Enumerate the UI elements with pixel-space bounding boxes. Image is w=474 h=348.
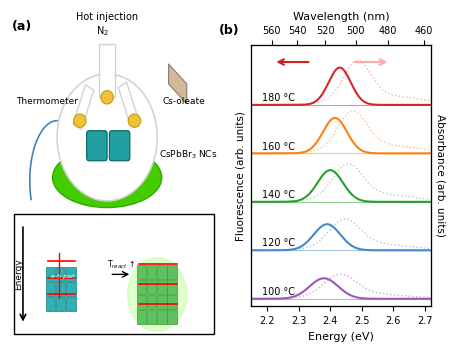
FancyBboxPatch shape [109,131,130,161]
Text: 100 °C: 100 °C [262,287,295,297]
X-axis label: Energy (eV): Energy (eV) [309,332,374,341]
Bar [46,267,55,281]
Bar [99,44,115,97]
Text: Energy: Energy [14,259,23,290]
X-axis label: Wavelength (nm): Wavelength (nm) [293,12,390,22]
Text: N$_2$: N$_2$ [96,24,109,38]
Bar [73,85,94,130]
Ellipse shape [128,258,187,331]
Ellipse shape [73,114,86,127]
Bar [157,310,167,324]
Bar [147,310,156,324]
Bar [167,295,177,309]
Bar [157,280,167,294]
Bar [167,310,177,324]
Text: Thermometer: Thermometer [16,97,78,106]
Bar [56,282,65,296]
Polygon shape [169,64,187,104]
Ellipse shape [53,148,162,207]
Bar [46,282,55,296]
Text: e-h pair: e-h pair [51,274,76,279]
Y-axis label: Absorbance (arb. units): Absorbance (arb. units) [435,114,445,237]
Text: Hot injection: Hot injection [76,13,138,23]
Text: (b): (b) [219,24,239,37]
Bar [137,295,146,309]
Bar [137,280,146,294]
Bar [66,267,76,281]
Bar [157,295,167,309]
Text: Cs-oleate: Cs-oleate [162,97,205,106]
Bar [66,297,76,311]
Ellipse shape [128,114,141,127]
Ellipse shape [57,74,157,201]
Text: (a): (a) [11,21,32,33]
Bar [137,265,146,279]
Bar [147,265,156,279]
Bar [56,267,65,281]
Bar [137,310,146,324]
Bar [167,265,177,279]
Bar [118,82,138,124]
FancyBboxPatch shape [87,131,107,161]
Bar [167,280,177,294]
Y-axis label: Fluorescence (arb. units): Fluorescence (arb. units) [236,111,246,241]
Bar [66,282,76,296]
Text: 120 °C: 120 °C [262,238,295,248]
Bar [147,280,156,294]
Text: 140 °C: 140 °C [262,190,295,200]
Text: CsPbBr$_3$ NCs: CsPbBr$_3$ NCs [159,149,218,161]
Bar [147,295,156,309]
Bar [157,265,167,279]
Bar [56,297,65,311]
Bar [14,214,214,334]
Ellipse shape [101,90,113,104]
Text: T$_{react}$ ↑: T$_{react}$ ↑ [107,259,135,271]
Text: 180 °C: 180 °C [262,93,295,103]
Bar [46,297,55,311]
Text: 160 °C: 160 °C [262,142,295,151]
